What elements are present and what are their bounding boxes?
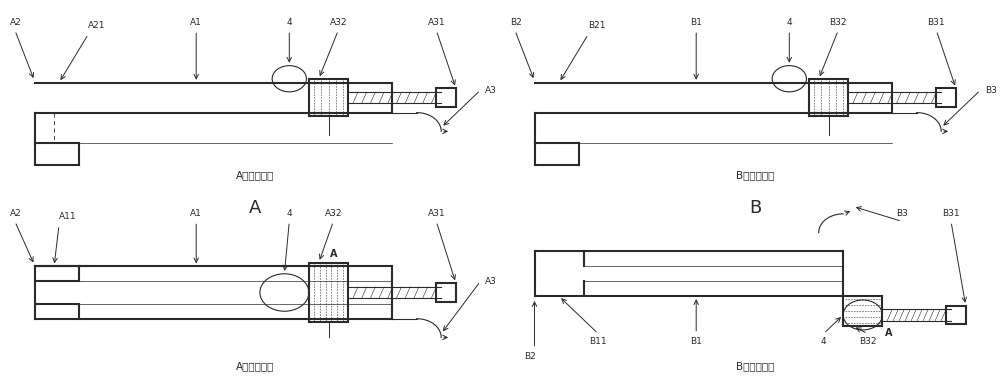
Bar: [936, 88, 956, 107]
Text: A: A: [249, 199, 261, 217]
Text: B2: B2: [510, 18, 522, 27]
Text: A3: A3: [485, 86, 497, 95]
Text: A组件主视图: A组件主视图: [236, 170, 274, 180]
Text: B11: B11: [589, 337, 607, 346]
Text: A: A: [885, 328, 892, 338]
Text: B1: B1: [690, 18, 702, 27]
Bar: [436, 88, 456, 107]
Text: B31: B31: [927, 18, 945, 27]
Text: B3: B3: [896, 209, 908, 218]
Text: A11: A11: [59, 213, 77, 222]
Text: A32: A32: [325, 209, 342, 218]
Text: A1: A1: [190, 18, 202, 27]
Text: B: B: [749, 199, 761, 217]
Text: A21: A21: [88, 21, 106, 30]
Text: B32: B32: [830, 18, 847, 27]
Text: B3: B3: [985, 86, 997, 95]
Text: 4: 4: [286, 18, 292, 27]
Bar: [946, 306, 966, 324]
Text: A组件俯视图: A组件俯视图: [236, 361, 274, 371]
Bar: [809, 79, 848, 116]
Text: B32: B32: [859, 337, 876, 346]
Text: A1: A1: [190, 209, 202, 218]
Text: 4: 4: [821, 337, 826, 346]
Bar: [843, 296, 882, 326]
Text: A31: A31: [427, 209, 445, 218]
Text: B21: B21: [588, 21, 606, 30]
Text: B组件主视图: B组件主视图: [736, 170, 774, 180]
Text: B组件俯视图: B组件俯视图: [736, 361, 774, 371]
Text: B31: B31: [942, 209, 960, 218]
Bar: [309, 79, 348, 116]
Text: A31: A31: [427, 18, 445, 27]
Text: A2: A2: [10, 18, 22, 27]
Text: A3: A3: [485, 277, 497, 286]
Text: A2: A2: [10, 209, 22, 218]
Text: 4: 4: [786, 18, 792, 27]
Text: A32: A32: [330, 18, 347, 27]
Text: B2: B2: [524, 353, 535, 362]
Bar: [309, 262, 348, 323]
Text: B1: B1: [690, 337, 702, 346]
Text: A: A: [330, 249, 337, 259]
Text: 4: 4: [286, 209, 292, 218]
Bar: [436, 283, 456, 302]
